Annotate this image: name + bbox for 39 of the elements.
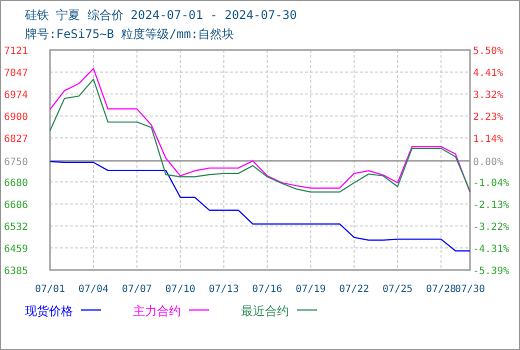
x-tick-label: 07/30 [454, 284, 486, 295]
y-tick-label: 6827 [4, 134, 28, 145]
x-tick-label: 07/10 [165, 284, 196, 295]
y2-tick-label: 5.50% [473, 46, 504, 57]
x-tick-label: 07/19 [296, 284, 326, 295]
y2-tick-label: -3.22% [473, 222, 510, 234]
y-tick-label: 6385 [4, 266, 28, 277]
legend-label: 最近合约 [241, 304, 289, 318]
y-tick-label: 6974 [4, 90, 28, 101]
x-tick-label: 07/16 [252, 284, 282, 295]
y-tick-label: 6750 [4, 156, 28, 168]
x-tick-label: 07/22 [339, 284, 370, 295]
legend-label: 现货价格 [25, 304, 73, 318]
y-tick-label: 6680 [4, 178, 28, 189]
chart-title: 硅铁 宁夏 综合价 2024-07-01 - 2024-07-30 [24, 8, 297, 22]
x-tick-label: 07/04 [78, 284, 109, 295]
y2-tick-label: 4.41% [473, 68, 504, 80]
y2-tick-label: -1.04% [473, 178, 510, 190]
y2-tick-label: -2.13% [473, 200, 510, 212]
y2-tick-label: 1.14% [473, 134, 504, 146]
y-tick-label: 7121 [4, 46, 28, 57]
line-series [49, 160, 471, 252]
y-tick-label: 6606 [4, 200, 28, 211]
y2-tick-label: 2.23% [473, 112, 504, 124]
y-tick-label: 6532 [4, 222, 28, 234]
y2-tick-label: 3.32% [473, 90, 504, 102]
y-tick-label: 7047 [4, 68, 28, 80]
y2-tick-label: -5.39% [473, 266, 510, 277]
legend-label: 主力合约 [133, 304, 181, 318]
x-tick-label: 07/01 [34, 284, 66, 295]
y2-tick-label: 0.00% [473, 157, 504, 168]
y2-tick-label: -4.31% [473, 244, 510, 256]
y-tick-label: 6900 [4, 112, 28, 124]
x-tick-label: 07/13 [208, 284, 239, 295]
chart-subtitle: 牌号:FeSi75~B 粒度等级/mm:自然块 [25, 27, 234, 41]
x-tick-label: 07/25 [382, 284, 413, 295]
x-tick-label: 07/28 [426, 284, 456, 295]
y-tick-label: 6459 [4, 244, 28, 255]
x-tick-label: 07/07 [122, 284, 152, 295]
